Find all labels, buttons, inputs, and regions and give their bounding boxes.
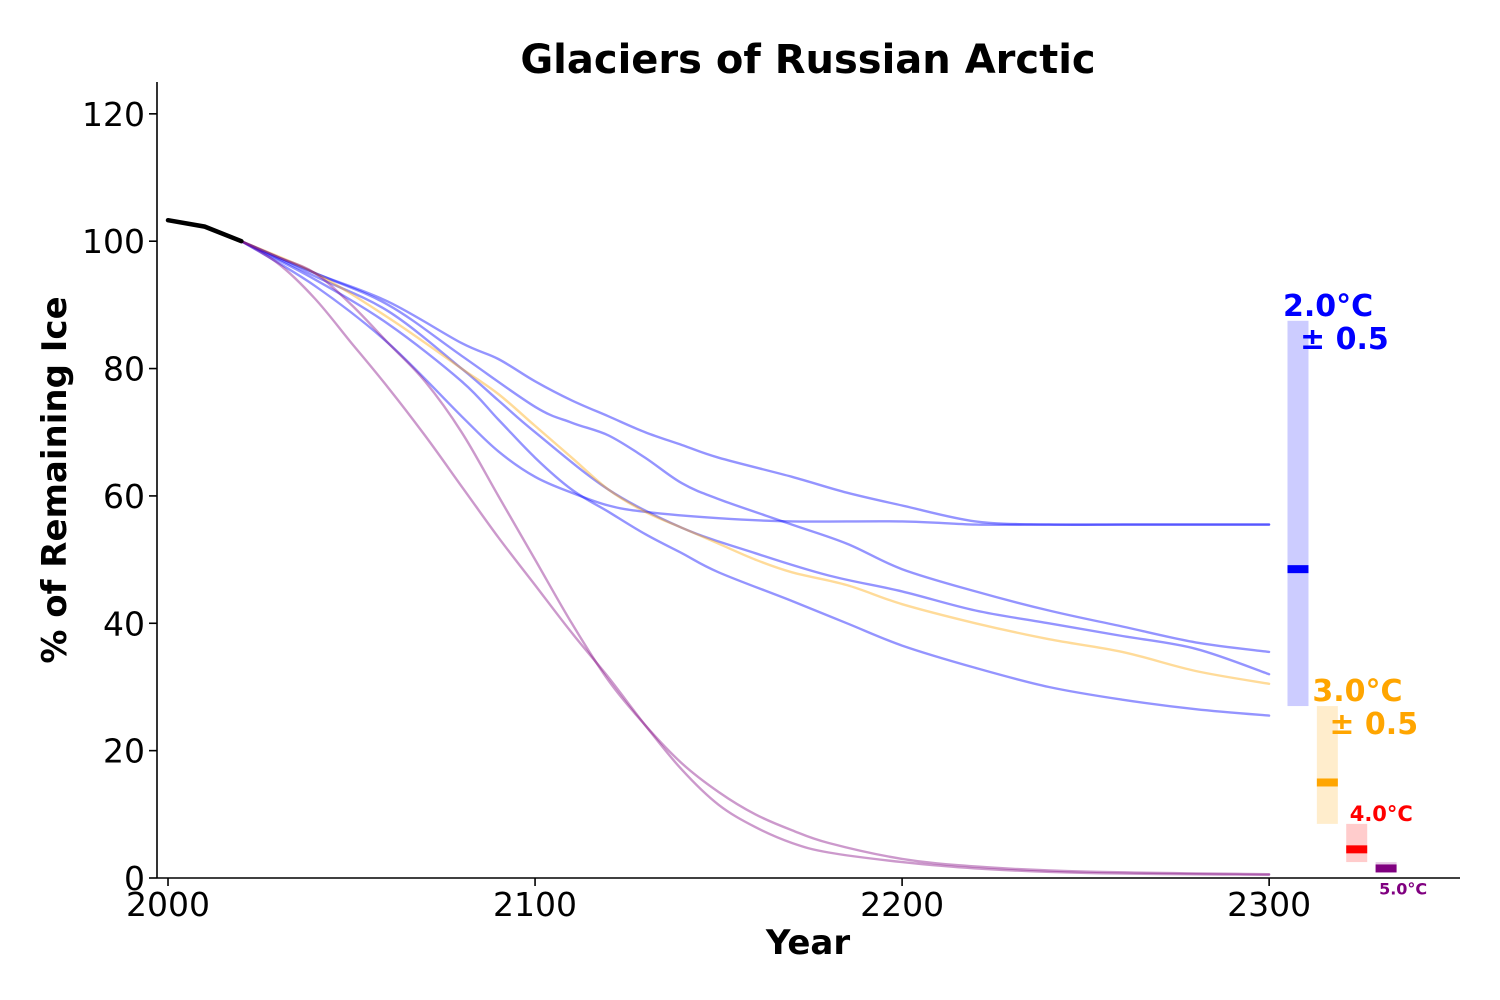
y-tick-label: 20	[103, 732, 145, 771]
range-median-1	[1287, 565, 1309, 574]
y-tick-label: 80	[103, 350, 145, 389]
x-axis-label: Year	[765, 923, 851, 963]
range-bar-2	[1316, 706, 1338, 824]
y-axis-label: % of Remaining Ice	[35, 296, 75, 663]
historical-line	[165, 217, 244, 244]
range-uncertainty-2: ± 0.5	[1329, 707, 1418, 742]
series-line-1	[240, 240, 1271, 527]
x-tick-label: 2100	[493, 885, 577, 924]
series-line-7	[240, 240, 1271, 876]
series-line-8	[240, 240, 1271, 876]
range-median-2	[1316, 778, 1338, 787]
plot-area	[165, 217, 1271, 876]
x-tick-label: 2200	[860, 885, 944, 924]
range-bar-1	[1287, 320, 1309, 707]
chart-title: Glaciers of Russian Arctic	[520, 37, 1095, 83]
y-axis-ticks: 0 20 40 60 80 100 120	[82, 95, 157, 898]
range-median-4	[1375, 864, 1397, 873]
range-uncertainty-1: ± 0.5	[1300, 322, 1389, 357]
x-tick-label: 2300	[1227, 885, 1311, 924]
y-tick-label: 0	[124, 859, 145, 898]
range-label-2: 3.0°C	[1312, 674, 1402, 709]
y-tick-label: 100	[82, 222, 145, 261]
series-line-2	[240, 240, 1271, 654]
y-tick-label: 40	[103, 604, 145, 643]
x-tick-label: 2000	[126, 885, 210, 924]
uncertainty-ranges: 2.0°C± 0.53.0°C± 0.54.0°C5.0°C	[1283, 289, 1427, 899]
series-line-5	[240, 240, 1271, 676]
y-tick-label: 60	[103, 477, 145, 516]
range-label-1: 2.0°C	[1283, 289, 1373, 324]
series-line-4	[240, 240, 1271, 527]
y-tick-label: 120	[82, 95, 145, 134]
series-line-3	[240, 240, 1271, 717]
range-median-3	[1346, 845, 1368, 854]
series-line-6	[240, 240, 1271, 685]
range-label-3: 4.0°C	[1350, 802, 1413, 826]
range-bar-3	[1346, 823, 1368, 863]
x-axis-ticks: 2000 2100 2200 2300	[126, 878, 1311, 924]
range-label-4: 5.0°C	[1379, 880, 1427, 899]
